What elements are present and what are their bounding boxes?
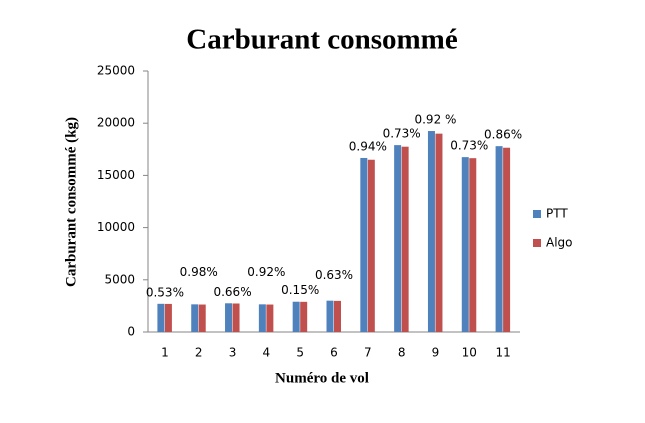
bar [503,147,511,332]
bar [461,157,469,332]
y-tick-label: 5000 [104,272,135,286]
annotation: 0.15% [281,283,319,297]
bar [367,159,375,332]
y-tick-label: 10000 [97,220,135,234]
bar [292,301,300,332]
chart-title: Carburant consommé [186,24,458,56]
legend-swatch [533,210,541,218]
y-tick-label: 25000 [97,64,135,78]
bar [266,304,274,332]
bar [225,303,233,332]
legend-swatch [533,239,541,247]
annotation: 0.94% [349,139,387,153]
legend-label: Algo [546,236,573,250]
x-tick-label: 6 [330,346,338,360]
bar [469,158,477,332]
x-tick-label: 1 [161,346,169,360]
x-tick-label: 3 [229,346,237,360]
bar [435,133,443,332]
y-tick-label: 0 [127,325,135,339]
bar [394,145,402,332]
bar [157,303,165,332]
bar [401,146,409,332]
annotation: 0.63% [315,268,353,282]
bar [300,301,308,332]
annotation: 0.86% [484,128,522,142]
bar [334,300,341,332]
legend-label: PTT [546,207,568,221]
x-tick-label: 8 [398,346,406,360]
bar [360,157,368,332]
x-tick-label: 5 [296,346,304,360]
annotation: 0.73% [450,139,488,153]
annotation: 0.98% [180,265,218,279]
x-axis-title: Numéro de vol [275,370,369,386]
bar [164,303,172,332]
x-tick-label: 2 [195,346,203,360]
x-tick-label: 9 [432,346,440,360]
y-tick-label: 20000 [97,116,135,130]
x-tick-label: 10 [462,346,477,360]
bar [258,304,266,332]
y-tick-label: 15000 [97,168,135,182]
x-tick-label: 11 [495,346,510,360]
x-tick-label: 7 [364,346,372,360]
annotation: 0.66% [213,285,251,299]
bar [191,304,199,332]
bar [198,304,206,332]
annotation: 0.92 % [414,113,456,127]
bar [495,146,503,332]
bar [326,300,334,332]
x-tick-label: 4 [263,346,271,360]
bar [427,131,435,332]
annotation: 0.73% [383,127,421,141]
annotation: 0.53% [146,285,184,299]
y-axis-title: Carburant consommé (kg) [63,117,79,287]
annotation: 0.92% [247,265,285,279]
bar [232,303,240,332]
